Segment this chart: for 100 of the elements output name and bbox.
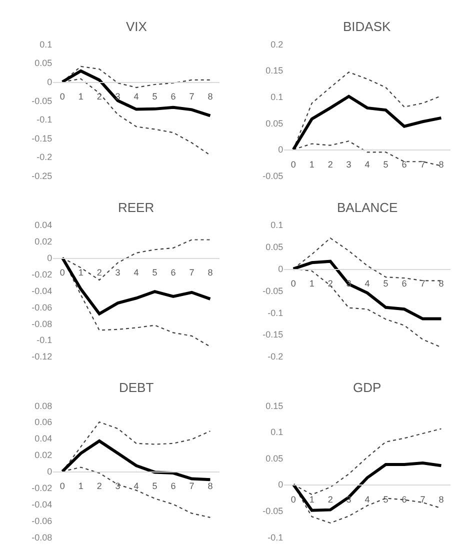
x-tick-label: 1 (309, 494, 314, 504)
line-series (292, 260, 443, 320)
x-tick-label: 2 (96, 92, 102, 102)
y-tick-label: 0 (278, 144, 284, 155)
x-tick-label: 4 (134, 481, 139, 492)
y-tick-label: -0.02 (32, 482, 52, 493)
chart-title: GDP (353, 380, 382, 395)
x-tick-label: 8 (438, 494, 444, 504)
x-tick-label: 7 (420, 159, 426, 170)
x-tick-label: 8 (438, 159, 444, 170)
x-tick-label: 1 (78, 268, 84, 278)
y-tick-label: -0.15 (262, 330, 284, 340)
y-tick-label: 0.05 (266, 242, 284, 252)
y-tick-label: 0.05 (266, 453, 284, 464)
y-tick-label: -0.02 (32, 269, 52, 280)
x-tick-label: 5 (152, 481, 158, 492)
x-tick-label: 3 (115, 268, 120, 278)
y-tick-label: -0.06 (32, 516, 52, 526)
chart-title: BALANCE (337, 200, 398, 215)
y-tick-label: -0.25 (32, 170, 52, 181)
y-tick-label: -0.2 (36, 152, 52, 162)
x-tick-label: 1 (78, 92, 84, 102)
y-tick-label: 0.02 (34, 450, 52, 460)
x-tick-label: 3 (115, 481, 120, 492)
chart-title: REER (118, 200, 154, 215)
y-tick-label: -0.04 (32, 286, 52, 296)
y-tick-label: 0 (47, 466, 52, 477)
line-series (292, 94, 443, 152)
x-tick-label: 0 (290, 494, 296, 504)
y-tick-label: -0.12 (32, 352, 52, 362)
chart-title: VIX (126, 19, 148, 34)
x-tick-label: 2 (328, 278, 333, 289)
x-tick-label: 0 (60, 92, 65, 102)
y-tick-label: -0.05 (32, 96, 52, 106)
x-tick-label: 2 (96, 268, 102, 278)
y-tick-label: -0.05 (262, 286, 284, 296)
x-tick-label: 4 (134, 268, 139, 278)
y-tick-label: 0.1 (270, 220, 284, 230)
x-tick-label: 4 (364, 494, 370, 504)
x-tick-label: 0 (60, 268, 65, 278)
x-tick-label: 7 (189, 481, 194, 492)
y-tick-label: -0.15 (32, 133, 52, 144)
x-tick-label: 0 (290, 159, 296, 170)
x-tick-label: 2 (96, 481, 102, 492)
x-tick-label: 5 (152, 268, 158, 278)
x-tick-label: 5 (383, 278, 388, 289)
line-series (60, 69, 212, 118)
y-tick-label: -0.04 (32, 499, 52, 510)
y-tick-label: -0.05 (262, 170, 284, 181)
y-tick-label: -0.1 (268, 532, 284, 542)
x-tick-label: 7 (189, 92, 194, 102)
chart-title: BIDASK (343, 19, 392, 34)
x-tick-label: 7 (420, 278, 426, 289)
x-tick-label: 6 (170, 268, 176, 278)
x-tick-label: 5 (152, 92, 158, 102)
y-tick-label: -0.1 (36, 335, 52, 346)
y-tick-label: 0.04 (34, 220, 52, 230)
y-tick-label: -0.08 (32, 532, 52, 542)
x-tick-label: 8 (208, 268, 213, 278)
x-tick-label: 6 (170, 92, 176, 102)
x-tick-label: 6 (402, 494, 407, 504)
y-tick-label: -0.1 (268, 308, 284, 318)
x-tick-label: 6 (402, 159, 407, 170)
x-tick-label: 3 (346, 159, 352, 170)
y-tick-label: 0.05 (34, 58, 52, 68)
y-tick-label: 0.05 (266, 118, 284, 128)
x-tick-label: 1 (309, 159, 314, 170)
y-tick-label: 0.1 (270, 92, 284, 102)
y-tick-label: 0.02 (34, 236, 52, 247)
y-tick-label: 0.1 (270, 427, 284, 438)
y-tick-label: 0.15 (266, 66, 284, 76)
y-tick-label: 0.1 (40, 39, 52, 50)
y-tick-label: -0.1 (36, 114, 52, 125)
x-tick-label: 6 (402, 278, 407, 289)
line-series (292, 461, 443, 512)
y-tick-label: 0 (47, 252, 52, 263)
x-tick-label: 6 (170, 481, 176, 492)
x-tick-label: 2 (328, 159, 333, 170)
y-tick-label: 0 (47, 77, 52, 88)
x-tick-label: 2 (328, 494, 333, 504)
x-tick-label: 4 (364, 278, 370, 289)
chart-title: DEBT (119, 380, 154, 395)
x-tick-label: 1 (309, 278, 314, 289)
y-tick-label: 0.04 (34, 434, 52, 444)
x-tick-label: 1 (78, 481, 84, 492)
x-tick-label: 8 (208, 481, 213, 492)
x-tick-label: 4 (364, 159, 370, 170)
line-series (60, 256, 212, 316)
line-series (60, 439, 212, 482)
y-tick-label: -0.06 (32, 302, 52, 312)
y-tick-label: -0.2 (268, 352, 284, 362)
x-tick-label: 7 (189, 268, 194, 278)
x-tick-label: 4 (134, 92, 139, 102)
y-tick-label: -0.08 (32, 318, 52, 329)
y-tick-label: 0.06 (34, 417, 52, 428)
x-tick-label: 8 (438, 278, 444, 289)
x-tick-label: 8 (208, 92, 213, 102)
y-tick-label: 0.2 (270, 39, 284, 50)
x-tick-label: 0 (60, 481, 65, 492)
x-tick-label: 5 (383, 159, 388, 170)
